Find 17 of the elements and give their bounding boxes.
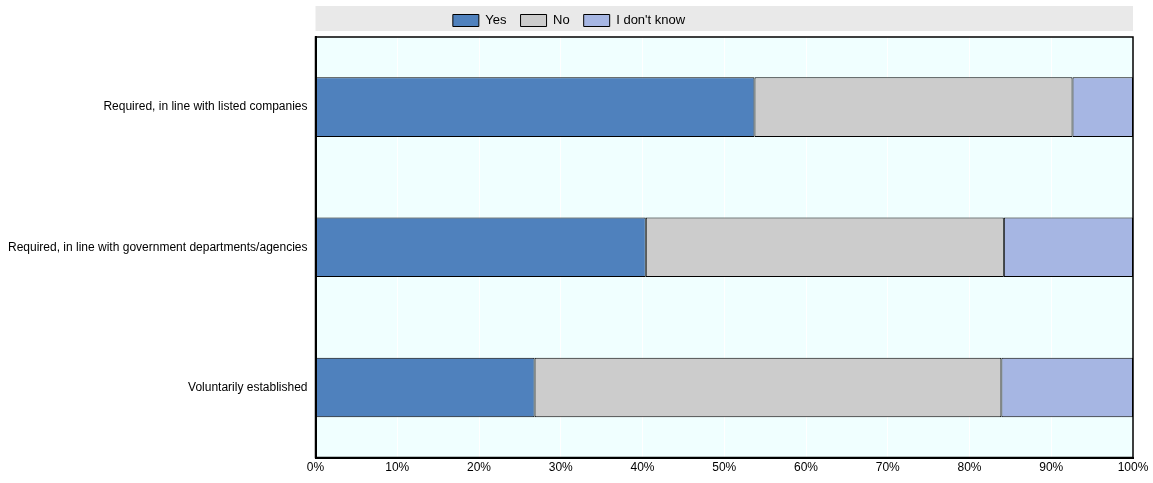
x-tick-label: 50% [712, 460, 737, 475]
y-tick-label: Required, in line with government departments/agencies [7, 239, 308, 254]
legend-label: I don't know [616, 12, 686, 28]
x-tick-label: 30% [548, 460, 574, 475]
x-tick-label: 70% [875, 460, 901, 475]
x-tick-label: 40% [630, 460, 655, 475]
x-tick-label: 90% [1039, 460, 1064, 475]
legend-label: Yes [485, 12, 508, 28]
x-tick-label: 0% [306, 460, 325, 475]
y-tick-label: Required, in line with listed companies [103, 99, 308, 114]
x-tick-label: 100% [1117, 460, 1149, 475]
legend-label: No [553, 12, 570, 28]
x-tick-label: 20% [466, 460, 492, 475]
y-tick-label: Voluntarily established [188, 379, 308, 394]
x-tick-label: 60% [793, 460, 819, 475]
x-tick-label: 80% [957, 460, 982, 475]
x-tick-label: 10% [385, 460, 410, 475]
